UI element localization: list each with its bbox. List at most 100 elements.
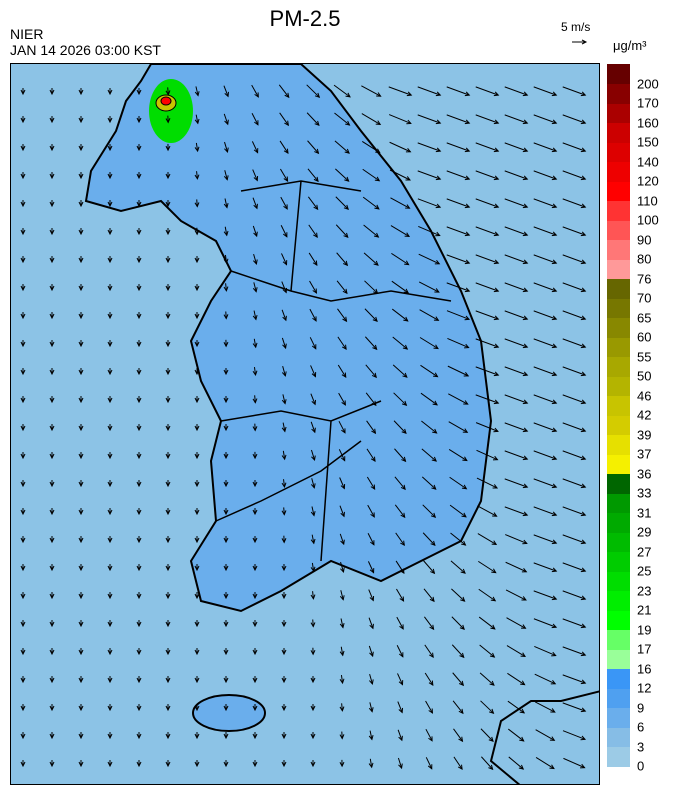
wind-arrow-icon [533,394,558,405]
wind-arrow-icon [363,252,379,266]
wind-arrow-icon [339,703,345,712]
wind-arrow-icon [310,421,316,434]
wind-arrow-icon [340,561,345,573]
wind-arrow-icon [279,168,289,182]
wind-arrow-icon [339,618,345,629]
wind-arrow-icon [533,310,558,321]
wind-arrow-icon [136,508,142,516]
wind-arrow-icon [533,114,558,125]
wind-arrow-icon [475,254,500,265]
map-canvas [11,64,599,784]
wind-arrow-icon [49,760,55,768]
wind-arrow-icon [504,170,529,181]
wind-arrow-icon [388,86,413,97]
wind-arrow-icon [391,252,410,266]
wind-arrow-icon [136,676,142,684]
wind-arrow-icon [368,730,374,741]
wind-arrow-icon [367,561,375,574]
wind-arrow-icon [475,226,500,237]
colorbar-label: 90 [637,232,652,247]
pm25-map[interactable] [10,63,600,785]
colorbar-segment [607,668,630,689]
wind-arrow-icon [49,592,55,600]
colorbar-segment [607,83,630,104]
wind-arrow-icon [446,226,471,237]
wind-arrow-icon [136,452,142,460]
wind-arrow-icon [506,617,527,629]
wind-arrow-icon [107,172,113,180]
map-title: PM-2.5 [269,6,341,31]
wind-arrow-icon [418,281,440,293]
wind-arrow-icon [78,228,84,236]
wind-arrow-icon [252,480,258,488]
wind-arrow-icon [136,144,142,152]
wind-arrow-icon [49,732,55,740]
wind-arrow-icon [361,140,381,154]
wind-arrow-icon [252,676,258,684]
colorbar-segment [607,571,630,591]
wind-arrow-icon [534,701,556,713]
wind-arrow-icon [419,309,440,321]
wind-arrow-icon [165,760,171,768]
wind-arrow-icon [165,732,171,740]
wind-arrow-icon [390,197,411,209]
colorbar-segment [607,337,630,357]
wind-arrow-icon [20,144,26,152]
wind-arrow-icon [369,673,374,685]
wind-arrow-icon [452,672,465,687]
wind-arrow-icon [338,449,346,462]
wind-arrow-icon [480,728,494,743]
wind-arrow-icon [390,225,411,238]
colorbar-segment [607,200,630,221]
wind-arrow-icon [136,228,142,236]
wind-arrow-icon [194,368,200,376]
wind-arrow-icon [136,424,142,432]
wind-arrow-icon [562,226,587,237]
province-borders [215,180,452,562]
wind-arrow-icon [562,338,587,349]
wind-arrow-icon [78,508,84,516]
wind-arrow-icon [165,228,171,236]
wind-arrow-icon [281,704,287,712]
wind-arrow-icon [78,620,84,628]
wind-arrow-icon [136,536,142,544]
colorbar-label: 80 [637,251,652,267]
wind-arrow-icon [533,422,558,433]
wind-arrow-icon [475,422,499,433]
wind-arrow-icon [389,141,412,153]
organization-label: NIER [10,26,44,42]
wind-arrow-icon [533,366,558,377]
wind-arrow-icon [107,648,113,656]
wind-vectors [20,84,587,771]
wind-arrow-icon [476,449,499,461]
wind-arrow-icon [165,676,171,684]
wind-arrow-icon [194,452,200,460]
wind-arrow-icon [504,254,529,265]
colorbar-segment [607,376,630,396]
wind-arrow-icon [49,424,55,432]
wind-arrow-icon [504,450,529,461]
wind-arrow-icon [136,116,142,124]
colorbar-label: 160 [637,115,659,130]
wind-arrow-icon [78,200,84,208]
wind-arrow-icon [20,200,26,208]
wind-arrow-icon [165,256,171,264]
wind-arrow-icon [421,476,437,490]
wind-arrow-icon [20,284,26,292]
japan-coast [489,690,599,784]
wind-arrow-icon [367,533,375,546]
wind-arrow-icon [223,620,229,628]
wind-arrow-icon [281,422,287,433]
wind-arrow-icon [388,114,412,125]
wind-arrow-icon [364,336,378,351]
wind-arrow-icon [421,448,438,462]
wind-arrow-icon [309,308,317,322]
wind-arrow-icon [107,732,113,740]
wind-arrow-icon [507,700,526,714]
wind-arrow-icon [535,729,556,741]
wind-arrow-icon [20,368,26,376]
wind-arrow-icon [194,536,200,544]
wind-arrow-icon [533,506,558,517]
colorbar-segment [607,395,630,416]
wind-arrow-icon [306,84,321,98]
